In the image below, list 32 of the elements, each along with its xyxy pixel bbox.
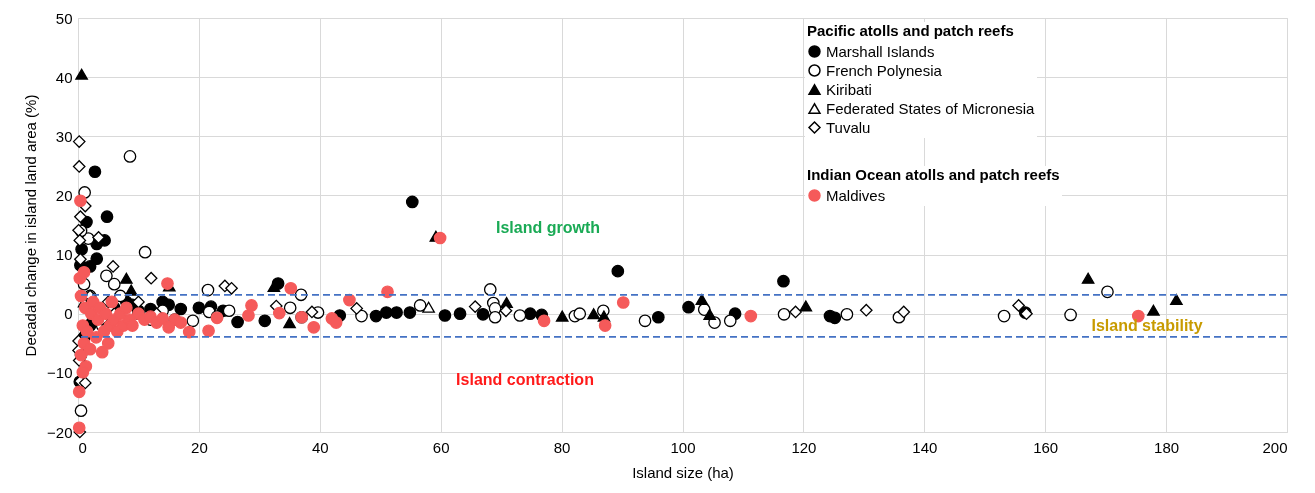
x-tick-label: 20 bbox=[191, 438, 208, 456]
annotation: Island growth bbox=[496, 219, 600, 236]
y-tick-label: 20 bbox=[55, 186, 73, 204]
legend-label: Federated States of Micronesia bbox=[826, 99, 1036, 117]
x-tick-label: 200 bbox=[1262, 438, 1288, 456]
x-axis-title: Island size (ha) bbox=[632, 463, 734, 481]
y-tick-label: 30 bbox=[55, 127, 73, 145]
x-tick-label: 60 bbox=[432, 438, 450, 456]
annotation: Island contraction bbox=[456, 371, 594, 388]
legend-label: Kiribati bbox=[826, 80, 872, 98]
x-tick-label: 0 bbox=[78, 438, 87, 456]
legend-label: Tuvalu bbox=[826, 118, 871, 136]
x-tick-label: 180 bbox=[1154, 438, 1180, 456]
y-tick-label: −20 bbox=[47, 423, 73, 441]
y-tick-label: −10 bbox=[47, 364, 73, 382]
y-tick-label: 40 bbox=[55, 68, 73, 86]
y-tick-label: 50 bbox=[55, 9, 73, 27]
x-tick-label: 100 bbox=[670, 438, 696, 456]
text: Pacific atolls and patch reefs bbox=[807, 22, 1014, 39]
y-axis-title: Decadal change in island land area (%) bbox=[22, 94, 40, 357]
x-tick-label: 40 bbox=[311, 438, 329, 456]
annotation: Island stability bbox=[1091, 317, 1203, 334]
legend-label: French Polynesia bbox=[826, 61, 943, 79]
x-tick-label: 140 bbox=[912, 438, 938, 456]
x-tick-label: 80 bbox=[553, 438, 571, 456]
y-tick-label: 0 bbox=[64, 305, 73, 323]
legend-label: Maldives bbox=[826, 186, 886, 204]
x-tick-label: 160 bbox=[1033, 438, 1059, 456]
legend-label: Marshall Islands bbox=[826, 42, 935, 60]
y-tick-label: 10 bbox=[55, 246, 73, 264]
text: Indian Ocean atolls and patch reefs bbox=[807, 166, 1060, 183]
x-tick-label: 120 bbox=[791, 438, 817, 456]
